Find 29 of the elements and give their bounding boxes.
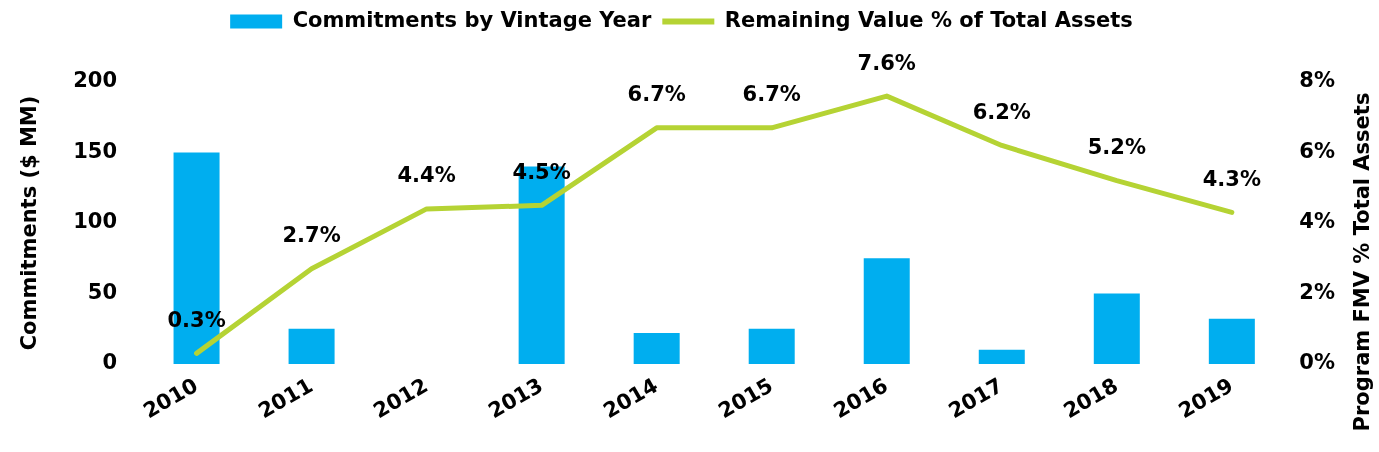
y2-tick-label: 0% bbox=[1299, 350, 1335, 375]
data-label: 4.3% bbox=[1202, 166, 1261, 191]
data-label: 7.6% bbox=[857, 50, 916, 75]
data-label: 6.7% bbox=[742, 82, 801, 107]
bar bbox=[1208, 318, 1255, 364]
y2-tick-label: 8% bbox=[1299, 68, 1335, 93]
bar bbox=[863, 258, 910, 364]
y2-tick-label: 4% bbox=[1299, 209, 1335, 234]
y2-tick-label: 2% bbox=[1299, 279, 1335, 304]
y2-tick-label: 6% bbox=[1299, 138, 1335, 163]
y2-axis-title: Program FMV % Total Assets bbox=[1350, 92, 1375, 432]
y-tick-label: 0 bbox=[102, 350, 118, 375]
bar bbox=[978, 349, 1025, 364]
data-label: 6.7% bbox=[627, 82, 686, 107]
bar bbox=[748, 328, 795, 364]
y-tick-label: 150 bbox=[73, 138, 118, 163]
data-label: 2.7% bbox=[282, 223, 341, 248]
y-tick-label: 200 bbox=[73, 68, 118, 93]
y-tick-label: 50 bbox=[87, 279, 118, 304]
y-tick-label: 100 bbox=[73, 209, 118, 234]
data-label: 4.4% bbox=[397, 163, 456, 188]
legend-label: Remaining Value % of Total Assets bbox=[724, 7, 1133, 32]
bar bbox=[1093, 293, 1140, 364]
bar bbox=[633, 332, 680, 364]
y-axis-title: Commitments ($ MM) bbox=[17, 95, 42, 351]
data-label: 6.2% bbox=[972, 99, 1031, 124]
bar bbox=[288, 328, 335, 364]
data-label: 5.2% bbox=[1087, 135, 1146, 160]
legend-label: Commitments by Vintage Year bbox=[292, 7, 652, 32]
